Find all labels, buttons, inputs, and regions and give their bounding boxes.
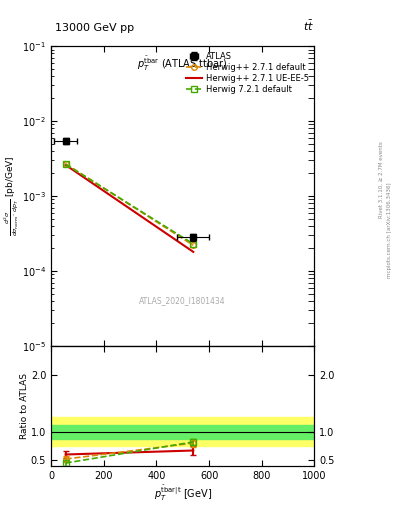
Text: $p_T^{\mathrm{\bar{t}bar}}$ (ATLAS ttbar): $p_T^{\mathrm{\bar{t}bar}}$ (ATLAS ttbar…	[138, 55, 228, 73]
Bar	[51, 425, 314, 438]
Text: ATLAS_2020_I1801434: ATLAS_2020_I1801434	[140, 296, 226, 306]
Text: $t\bar{t}$: $t\bar{t}$	[303, 19, 314, 33]
Text: 13000 GeV pp: 13000 GeV pp	[55, 23, 134, 33]
Herwig++ 2.7.1 UE-EE-5	[63, 162, 68, 168]
X-axis label: $p^{\mathrm{\bar{t}bar|t}}_T$ [GeV]: $p^{\mathrm{\bar{t}bar|t}}_T$ [GeV]	[154, 483, 212, 503]
Text: Rivet 3.1.10, ≥ 2.7M events: Rivet 3.1.10, ≥ 2.7M events	[379, 141, 384, 218]
Legend: ATLAS, Herwig++ 2.7.1 default, Herwig++ 2.7.1 UE-EE-5, Herwig 7.2.1 default: ATLAS, Herwig++ 2.7.1 default, Herwig++ …	[184, 50, 310, 96]
Herwig++ 2.7.1 default	[63, 161, 68, 167]
Line: Herwig++ 2.7.1 UE-EE-5: Herwig++ 2.7.1 UE-EE-5	[66, 165, 193, 252]
Herwig++ 2.7.1 UE-EE-5	[191, 249, 196, 255]
Herwig++ 2.7.1 default	[191, 242, 196, 248]
Y-axis label: Ratio to ATLAS: Ratio to ATLAS	[20, 373, 29, 439]
Text: mcplots.cern.ch [arXiv:1306.3436]: mcplots.cern.ch [arXiv:1306.3436]	[387, 183, 391, 278]
Bar	[51, 417, 314, 446]
Herwig 7.2.1 default	[63, 161, 68, 167]
Y-axis label: $\frac{d^2\sigma}{d\sigma_\mathrm{norm}\cdot dp_T}$ [pb/GeV]: $\frac{d^2\sigma}{d\sigma_\mathrm{norm}\…	[2, 156, 21, 236]
Herwig 7.2.1 default	[191, 241, 196, 247]
Line: Herwig++ 2.7.1 default: Herwig++ 2.7.1 default	[63, 161, 196, 248]
Line: Herwig 7.2.1 default: Herwig 7.2.1 default	[63, 161, 196, 247]
